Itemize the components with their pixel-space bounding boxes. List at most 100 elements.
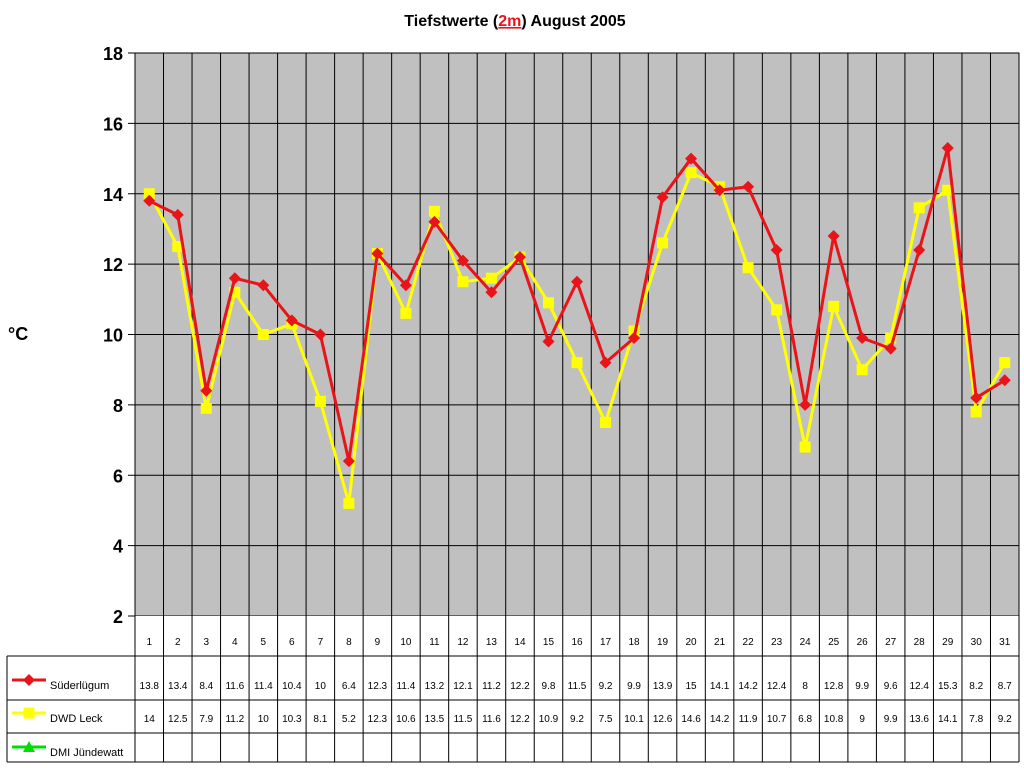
data-point <box>799 398 812 411</box>
data-point <box>856 332 869 345</box>
x-tick-label: 2 <box>175 637 181 648</box>
table-cell-value: 11.5 <box>568 681 587 692</box>
data-point <box>285 314 298 327</box>
y-tick-label: 12 <box>103 255 123 275</box>
x-tick-label: 3 <box>204 637 210 648</box>
table-cell-value: 12.3 <box>368 681 388 692</box>
data-point <box>799 441 811 453</box>
y-tick-label: 8 <box>113 396 123 416</box>
x-tick-label: 30 <box>971 637 983 648</box>
table-cell-value: 11.2 <box>225 714 244 725</box>
data-point <box>485 286 498 299</box>
table-cell-value: 10 <box>258 714 270 725</box>
data-point <box>771 304 783 316</box>
x-tick-label: 1 <box>146 637 152 648</box>
data-point <box>371 247 384 260</box>
data-point <box>913 244 926 257</box>
legend-marker <box>23 707 35 719</box>
data-point <box>913 202 925 214</box>
data-point <box>657 237 669 249</box>
x-tick-label: 8 <box>346 637 352 648</box>
data-point <box>257 279 270 292</box>
table-cell-value: 10.1 <box>624 714 644 725</box>
legend-entry: DMI Jündewatt <box>50 747 123 759</box>
x-tick-label: 5 <box>261 637 267 648</box>
x-tick-label: 24 <box>800 637 812 648</box>
x-tick-label: 14 <box>514 637 526 648</box>
data-point <box>171 208 184 221</box>
table-cell-value: 11.6 <box>225 681 244 692</box>
x-tick-label: 13 <box>486 637 498 648</box>
table-cell-value: 13.2 <box>425 681 445 692</box>
table-cell-value: 9.2 <box>998 714 1012 725</box>
y-tick-label: 16 <box>103 114 123 134</box>
table-cell-value: 15.3 <box>938 681 958 692</box>
table-cell-value: 7.5 <box>599 714 613 725</box>
data-point <box>685 167 697 179</box>
x-tick-label: 18 <box>628 637 640 648</box>
data-point <box>542 297 554 309</box>
table-cell-value: 15 <box>686 681 698 692</box>
table-cell-value: 9 <box>859 714 865 725</box>
table-cell-value: 11.2 <box>482 681 501 692</box>
table-cell-value: 12.1 <box>453 681 473 692</box>
table-background <box>135 616 1019 762</box>
table-cell-value: 12.6 <box>653 714 673 725</box>
y-tick-label: 14 <box>103 185 123 205</box>
legend-marker <box>23 741 35 752</box>
table-cell-value: 14.1 <box>938 714 958 725</box>
data-point <box>513 251 526 264</box>
series-layer <box>143 142 1011 509</box>
table-cell-value: 8.1 <box>313 714 327 725</box>
data-point <box>571 357 583 369</box>
data-point <box>999 357 1011 369</box>
data-point <box>200 384 213 397</box>
x-tick-label: 17 <box>600 637 612 648</box>
x-tick-label: 29 <box>942 637 954 648</box>
x-tick-label: 25 <box>828 637 840 648</box>
data-point <box>628 332 641 345</box>
x-tick-label: 31 <box>999 637 1011 648</box>
table-cell-value: 7.9 <box>199 714 213 725</box>
data-point <box>656 191 669 204</box>
y-tick-label: 4 <box>113 537 123 557</box>
data-point <box>856 364 868 376</box>
data-point <box>770 244 783 257</box>
table-cell-value: 12.2 <box>510 714 530 725</box>
table-cell-value: 12.5 <box>168 714 188 725</box>
table-cell-value: 11.5 <box>454 714 473 725</box>
data-point <box>257 329 269 340</box>
data-point <box>428 215 441 228</box>
data-point <box>399 279 412 292</box>
table-cell-value: 14.6 <box>681 714 701 725</box>
table-cell-value: 10.9 <box>539 714 559 725</box>
data-point <box>228 272 241 285</box>
table-cell-value: 9.6 <box>884 681 898 692</box>
table-cell-value: 13.4 <box>168 681 188 692</box>
title-highlight: 2m <box>498 13 521 30</box>
data-point <box>428 205 440 217</box>
x-tick-label: 23 <box>771 637 783 648</box>
table-cell-value: 14.1 <box>710 681 730 692</box>
x-tick-label: 27 <box>885 637 897 648</box>
table-cell-value: 11.9 <box>739 714 758 725</box>
y-tick-label: 6 <box>113 466 123 486</box>
table-cell-value: 12.3 <box>368 714 388 725</box>
legend-entry: DWD Leck <box>50 713 103 725</box>
data-point <box>343 497 355 509</box>
x-tick-label: 28 <box>914 637 926 648</box>
data-point <box>571 275 583 288</box>
table-cell-value: 8 <box>802 681 808 692</box>
table-cell-value: 9.8 <box>542 681 556 692</box>
y-tick-label: 2 <box>113 607 123 627</box>
data-point <box>599 356 612 369</box>
table-cell-value: 12.4 <box>909 681 929 692</box>
x-tick-label: 20 <box>686 637 698 648</box>
data-point <box>970 406 982 418</box>
x-tick-label: 16 <box>571 637 583 648</box>
data-point <box>742 262 754 274</box>
table-cell-value: 10.6 <box>396 714 416 725</box>
table-cell-value: 14.2 <box>710 714 730 725</box>
table-cell-value: 11.4 <box>254 681 273 692</box>
data-point <box>457 276 469 288</box>
